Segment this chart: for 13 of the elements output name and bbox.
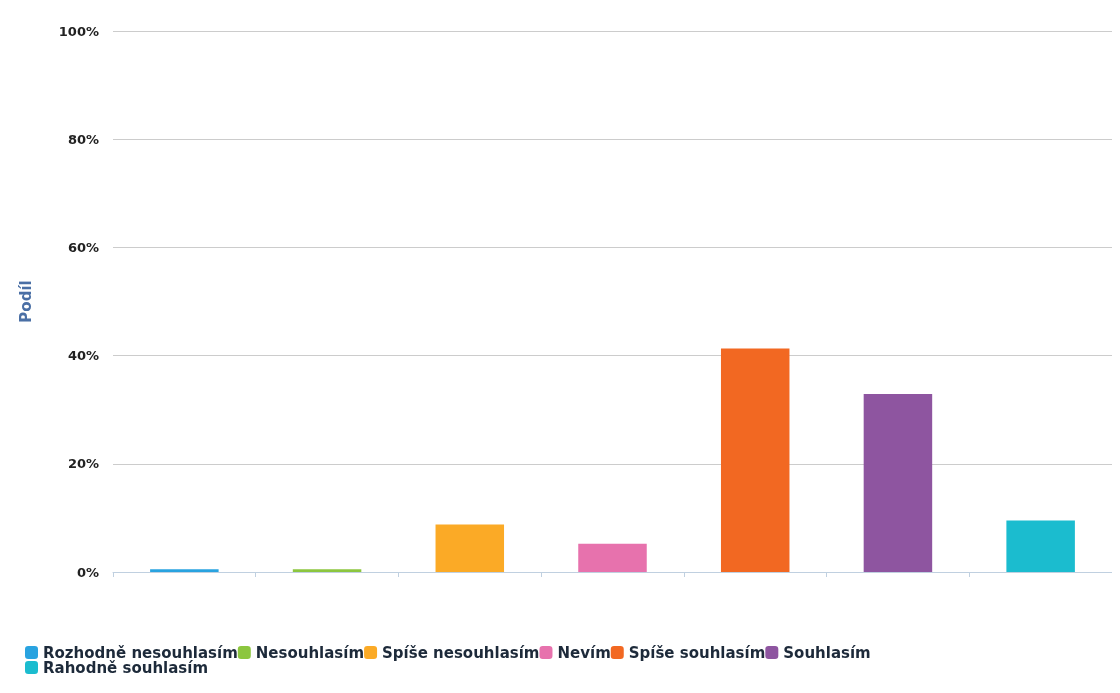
- y-tick-label: 100%: [58, 23, 99, 39]
- legend-label: Spíše nesouhlasím: [382, 643, 540, 662]
- legend-label: Rahodně souhlasím: [43, 658, 209, 677]
- y-axis-title: Podíl: [16, 280, 35, 323]
- legend-label: Souhlasím: [783, 643, 871, 662]
- y-tick-label: 40%: [67, 348, 99, 364]
- y-tick-label: 60%: [67, 239, 99, 255]
- y-tick-label: 0%: [76, 564, 99, 580]
- legend-label: Spíše souhlasím: [628, 643, 766, 662]
- y-tick-label: 20%: [67, 456, 99, 472]
- legend-label: Nevím: [557, 643, 611, 662]
- legend-label: Nesouhlasím: [255, 643, 365, 662]
- y-tick-label: 80%: [67, 131, 99, 147]
